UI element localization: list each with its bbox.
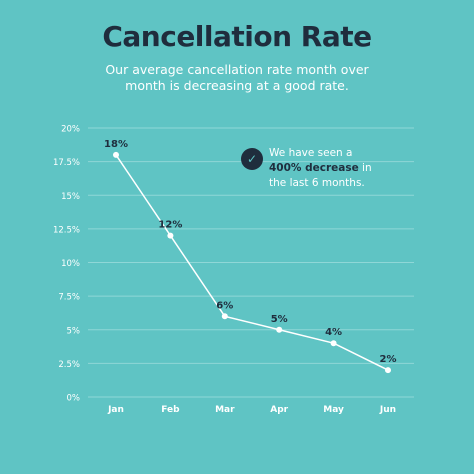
x-tick-label: Jan [107,405,124,415]
chart-subtitle: Our average cancellation rate month over… [105,62,369,93]
data-point [221,313,228,320]
data-point [113,151,119,158]
data-label: 12% [158,220,182,231]
callout-text-after: in the last 6 months. [269,162,372,189]
chart-title: Cancellation Rate [102,20,372,53]
y-tick-label: 15% [61,192,80,202]
y-tick-label: 12.5% [53,225,80,235]
series-line [115,154,389,371]
y-tick-label: 7.5% [58,293,80,303]
data-point [167,232,174,239]
data-label: 18% [104,139,128,150]
data-point [385,367,391,374]
y-tick-label: 5% [67,326,81,336]
data-label: 2% [380,354,397,365]
data-label: 4% [325,327,342,338]
data-label: 6% [216,300,233,311]
data-label: 5% [271,314,288,325]
x-tick-label: Feb [161,405,180,415]
y-tick-label: 2.5% [58,360,80,370]
callout-text-before: We have seen a [269,147,353,159]
callout: ✓ We have seen a 400% decrease in the la… [241,146,381,191]
data-point [276,326,283,333]
x-tick-label: Apr [270,405,288,415]
x-tick-label: Jun [379,405,396,415]
y-tick-label: 10% [61,259,80,269]
callout-highlight: 400% decrease [269,162,359,174]
y-tick-label: 20% [61,125,80,135]
checkmark-icon: ✓ [241,148,263,170]
y-tick-label: 0% [67,394,81,404]
data-point [330,340,337,347]
x-tick-label: Mar [215,405,235,415]
y-tick-label: 17.5% [53,158,80,168]
callout-text: We have seen a 400% decrease in the last… [269,146,381,191]
x-tick-label: May [323,405,344,415]
